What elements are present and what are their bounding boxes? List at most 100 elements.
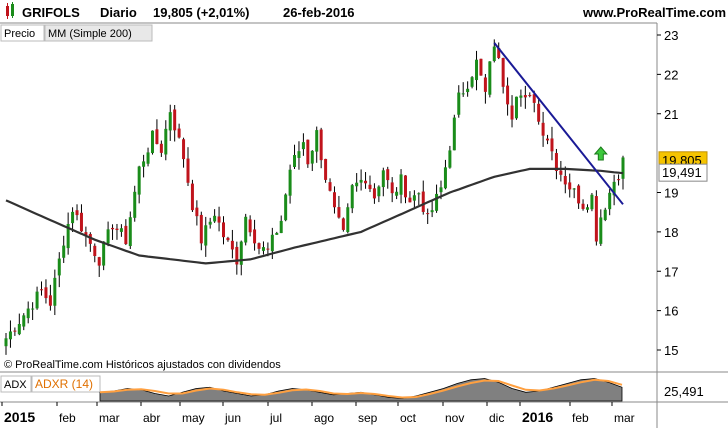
candle-body <box>550 138 554 152</box>
candle-body <box>48 295 52 306</box>
candle-body <box>390 182 394 194</box>
candle-body <box>146 152 150 164</box>
candle-body <box>53 277 57 306</box>
candle-body <box>581 203 585 209</box>
month-label: jul <box>269 411 282 425</box>
candle-body <box>182 139 186 160</box>
candle-body <box>523 95 527 98</box>
month-label: sep <box>358 411 378 425</box>
price-axis: 23 22 21 19 18 17 16 15 <box>657 28 678 358</box>
candle-body <box>594 196 598 242</box>
candle-body <box>84 232 88 235</box>
svg-text:19,491: 19,491 <box>662 165 702 180</box>
candle-body <box>244 216 248 243</box>
month-label: may <box>182 411 205 425</box>
month-label: feb <box>572 411 589 425</box>
candle-body <box>142 161 146 167</box>
candle-body <box>510 105 514 120</box>
candle-body <box>137 166 141 195</box>
candle-body <box>475 59 479 81</box>
candle-body <box>31 308 35 310</box>
candle-body <box>190 183 194 211</box>
candle-body <box>186 158 190 183</box>
candle-body <box>44 287 48 299</box>
candle-body <box>457 92 461 115</box>
candle-body <box>368 184 372 190</box>
candle-body <box>168 112 172 131</box>
legend-ma-box[interactable] <box>44 24 153 42</box>
candle-body <box>306 139 310 165</box>
candle-body <box>324 158 328 180</box>
legend-adx-box[interactable] <box>0 375 32 393</box>
candle-body <box>377 186 381 197</box>
candle-body <box>621 157 625 179</box>
header: GRIFOLS Diario 19,805 (+2,01%) 26-feb-20… <box>6 2 726 20</box>
moving-average-line <box>5 167 624 265</box>
ma-price-label: 19,491 <box>658 163 708 182</box>
candle-body <box>13 330 17 332</box>
candle-body <box>332 192 336 208</box>
candle-body <box>403 175 407 198</box>
candle-body <box>412 195 416 201</box>
month-label: mar <box>614 411 635 425</box>
candle-body <box>328 182 332 191</box>
period: Diario <box>100 5 137 20</box>
y-tick-label: 17 <box>664 264 678 279</box>
month-label: abr <box>143 411 160 425</box>
candle-body <box>199 214 203 244</box>
legend-price-box[interactable] <box>0 24 45 42</box>
candle-body <box>439 187 443 193</box>
candle-body <box>213 215 217 222</box>
candle-body <box>133 191 137 218</box>
time-axis: 2015 feb mar abr may jun jul ago sep oct nov dic 201… <box>1 402 635 425</box>
month-label: oct <box>400 411 417 425</box>
candle-body <box>372 188 376 199</box>
candle-body <box>97 257 101 266</box>
candle-body <box>164 128 168 155</box>
candle-body <box>106 229 110 244</box>
month-label: jun <box>224 411 241 425</box>
candle-body <box>315 130 319 152</box>
site-link[interactable]: www.ProRealTime.com <box>582 5 726 20</box>
footer-note: © ProRealTime.com Históricos ajustados c… <box>4 359 281 371</box>
candle-body <box>590 194 594 210</box>
candle-body <box>319 129 323 161</box>
candle-body <box>111 227 115 230</box>
candle-body <box>257 243 261 249</box>
candle-body <box>208 221 212 225</box>
candle-body <box>532 94 536 103</box>
candle-body <box>217 216 221 223</box>
legend-adxr-box[interactable] <box>31 375 101 393</box>
candle-body <box>79 212 83 232</box>
candle-body <box>563 176 567 185</box>
candle-body <box>22 315 26 327</box>
candle-body <box>93 245 97 257</box>
candle-body <box>599 217 603 244</box>
candle-body <box>528 95 532 97</box>
candle-body <box>452 117 456 151</box>
y-tick-label: 18 <box>664 225 678 240</box>
legend-adxr: ADXR (14) <box>35 377 93 391</box>
candle-body <box>572 188 576 190</box>
candle-body <box>577 185 581 204</box>
candle-body <box>364 180 368 184</box>
candle-body <box>293 155 297 167</box>
candle-body <box>408 197 412 203</box>
legend-adx: ADX <box>4 379 27 391</box>
candle-body <box>417 193 421 195</box>
candle-body <box>470 77 474 87</box>
candle-body <box>430 210 434 213</box>
month-label: ago <box>314 411 334 425</box>
candle-body <box>173 109 177 131</box>
candle-body <box>119 228 123 232</box>
candle-body <box>26 308 30 319</box>
candle-body <box>435 193 439 211</box>
candle-body <box>426 213 430 215</box>
candle-body <box>248 219 252 233</box>
candle-body <box>585 207 589 210</box>
candle-body <box>235 246 239 265</box>
candle-body <box>155 129 159 145</box>
candle-body <box>17 323 21 335</box>
candle-body <box>239 241 243 265</box>
candle-body <box>541 122 545 136</box>
